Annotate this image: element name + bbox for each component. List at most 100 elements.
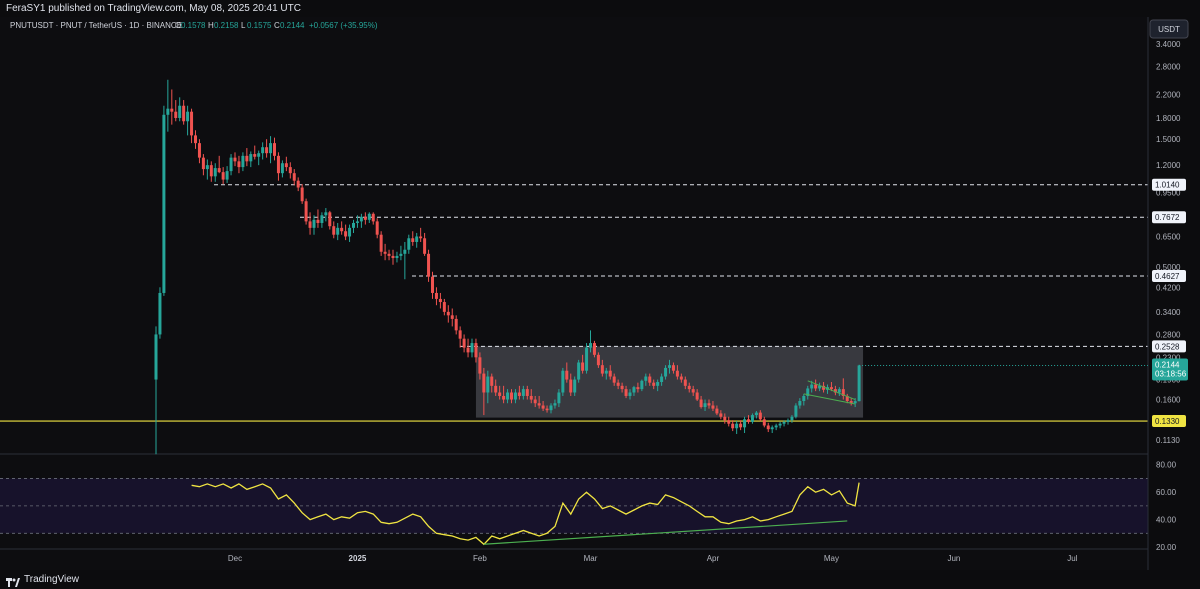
candle-body <box>355 221 359 223</box>
price-axis[interactable]: 3.4000 2.8000 2.2000 1.8000 1.5000 1.2000 0.95… <box>859 17 1188 570</box>
wedge-lower-line <box>803 393 856 405</box>
candle-body <box>782 421 786 424</box>
candle-body <box>506 392 510 400</box>
legend-l-value: 0.1575 <box>247 21 272 30</box>
rsi-divergence-line <box>483 520 848 545</box>
candle-body <box>533 399 537 404</box>
candle-body <box>324 212 328 216</box>
candle-body <box>478 357 482 374</box>
candle-body <box>592 343 596 355</box>
legend: PNUTUSDT · PNUT / TetherUS · 1D · BINANC… <box>10 21 378 30</box>
candle-body <box>774 425 778 428</box>
published-text: FeraSY1 published on TradingView.com, Ma… <box>6 3 301 14</box>
candle-body <box>822 385 826 390</box>
footer-brand: TradingView <box>24 574 80 585</box>
legend-l-label: L <box>241 21 246 30</box>
price-tick-label: 0.4200 <box>1156 283 1181 292</box>
candle-body <box>494 385 498 393</box>
horizontal-levels <box>0 184 1148 422</box>
candle-body <box>513 392 517 400</box>
drawings <box>803 380 856 405</box>
candle-body <box>427 253 431 277</box>
candle-body <box>162 114 166 293</box>
rsi-tick-label: 20.00 <box>1156 543 1177 552</box>
candle-body <box>367 213 371 220</box>
candle-body <box>806 388 810 396</box>
legend-symbol: PNUTUSDT · PNUT / TetherUS · 1D · BINANC… <box>10 21 182 30</box>
candle-body <box>249 154 253 162</box>
candle-body <box>664 367 668 377</box>
candle-body <box>561 370 565 393</box>
candle-body <box>668 365 671 368</box>
candle-body <box>194 135 197 144</box>
candle-body <box>450 315 454 319</box>
candle-body <box>644 376 648 381</box>
candle-body <box>197 143 201 158</box>
candle-body <box>174 111 178 118</box>
candle-body <box>415 236 419 242</box>
candle-body <box>300 187 304 202</box>
candle-body <box>442 302 446 312</box>
level-price-tag <box>1152 270 1186 283</box>
current-price-tag <box>1152 358 1188 381</box>
rsi-tick-label: 80.00 <box>1156 461 1177 470</box>
candle-body <box>731 423 735 429</box>
candle-body <box>241 155 245 168</box>
candle-body <box>280 163 284 174</box>
candle-body <box>829 387 833 390</box>
price-tick-label: 1.2000 <box>1156 161 1181 170</box>
candle-body <box>490 376 494 386</box>
candle-body <box>565 370 569 380</box>
currency-badge[interactable]: USDT <box>1149 19 1189 39</box>
candle-body <box>190 111 194 136</box>
candle-body <box>648 376 652 383</box>
candle-body <box>387 253 391 256</box>
candle-body <box>549 405 553 411</box>
candle-body <box>695 392 699 400</box>
candle-body <box>735 423 739 429</box>
rsi-tick-label: 40.00 <box>1156 516 1177 525</box>
level-price-tag-label: 0.2528 <box>1155 342 1180 351</box>
candle-body <box>213 168 217 177</box>
time-axis[interactable]: Dec 2025 Feb Mar Apr May Jun Jul <box>0 548 1148 563</box>
candle-body <box>182 105 186 122</box>
price-tick-label: 1.8000 <box>1156 114 1181 123</box>
rsi-pane <box>0 478 1148 546</box>
candle-body <box>257 153 261 157</box>
candle-body <box>304 201 308 222</box>
candle-body <box>265 147 269 154</box>
candle-body <box>261 147 265 154</box>
level-price-tag-label: 1.0140 <box>1155 181 1180 190</box>
candle-body <box>395 255 399 259</box>
price-tick-label: 0.2300 <box>1156 353 1181 362</box>
rsi-line <box>191 482 860 546</box>
candle-body <box>758 412 762 420</box>
candle-body <box>743 419 747 428</box>
candle-body <box>699 399 703 408</box>
level-price-tag <box>1152 178 1186 191</box>
candle-body <box>608 370 612 377</box>
candle-body <box>225 171 229 180</box>
price-tick-label: 0.9500 <box>1156 188 1181 197</box>
candle-body <box>723 416 727 421</box>
candle-body <box>762 419 766 426</box>
candle-body <box>328 212 332 227</box>
current-price-label: 0.2144 <box>1155 360 1180 369</box>
candle-body <box>340 227 344 232</box>
candle-body <box>470 343 474 353</box>
time-tick-label: Dec <box>228 554 242 563</box>
candle-body <box>178 105 182 118</box>
time-tick-label: Mar <box>584 554 598 563</box>
candle-body <box>407 238 411 250</box>
candle-body <box>529 395 533 400</box>
candle-body <box>525 389 529 396</box>
candle-body <box>217 168 221 173</box>
candle-body <box>739 423 743 428</box>
candle-body <box>273 143 276 156</box>
candle-body <box>810 384 814 389</box>
wedge-upper-line <box>807 380 856 401</box>
candle-body <box>269 143 273 154</box>
candle-body <box>498 392 502 396</box>
candle-body <box>833 389 837 393</box>
